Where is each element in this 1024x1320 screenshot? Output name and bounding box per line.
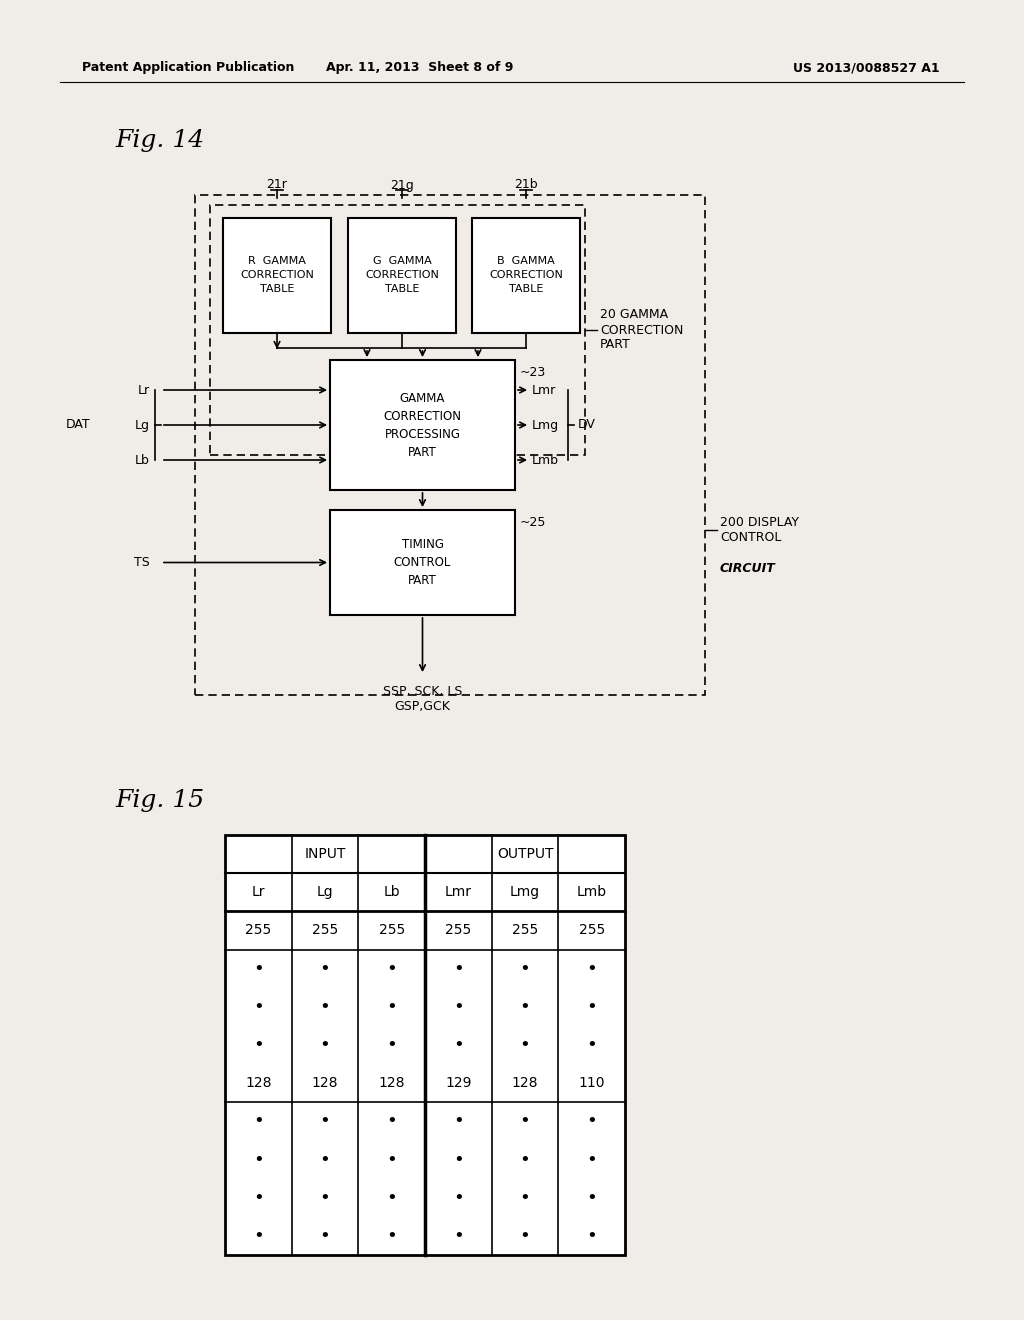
Text: Patent Application Publication: Patent Application Publication bbox=[82, 62, 294, 74]
Text: •: • bbox=[587, 1113, 597, 1130]
Text: •: • bbox=[253, 1151, 264, 1168]
Text: GAMMA
CORRECTION
PROCESSING
PART: GAMMA CORRECTION PROCESSING PART bbox=[384, 392, 462, 458]
Text: 255: 255 bbox=[579, 924, 605, 937]
Text: •: • bbox=[386, 1113, 397, 1130]
Text: Lr: Lr bbox=[138, 384, 150, 396]
Text: Lg: Lg bbox=[316, 886, 334, 899]
Text: •: • bbox=[386, 1151, 397, 1168]
Text: Lb: Lb bbox=[383, 886, 400, 899]
Text: Lr: Lr bbox=[252, 886, 265, 899]
Bar bbox=[472, 218, 580, 333]
Text: •: • bbox=[453, 1151, 464, 1168]
Text: •: • bbox=[587, 960, 597, 978]
Text: •: • bbox=[386, 1189, 397, 1206]
Text: US 2013/0088527 A1: US 2013/0088527 A1 bbox=[794, 62, 940, 74]
Bar bbox=[225, 836, 625, 1255]
Text: Lg: Lg bbox=[135, 418, 150, 432]
Text: Lmr: Lmr bbox=[444, 886, 472, 899]
Text: •: • bbox=[253, 1189, 264, 1206]
Text: •: • bbox=[319, 1113, 331, 1130]
Text: •: • bbox=[519, 1036, 530, 1053]
Text: 200 DISPLAY
CONTROL: 200 DISPLAY CONTROL bbox=[720, 516, 799, 544]
Text: 128: 128 bbox=[311, 1076, 338, 1090]
Text: Lmb: Lmb bbox=[577, 886, 607, 899]
Text: 128: 128 bbox=[512, 1076, 539, 1090]
Text: •: • bbox=[587, 998, 597, 1016]
Text: •: • bbox=[519, 1226, 530, 1245]
Text: •: • bbox=[319, 1226, 331, 1245]
Text: CIRCUIT: CIRCUIT bbox=[720, 561, 776, 574]
Text: 255: 255 bbox=[512, 924, 539, 937]
Text: •: • bbox=[453, 998, 464, 1016]
Text: Lmb: Lmb bbox=[532, 454, 559, 466]
Bar bbox=[348, 218, 456, 333]
Text: Lmr: Lmr bbox=[532, 384, 556, 396]
Text: Fig. 14: Fig. 14 bbox=[115, 128, 204, 152]
Text: •: • bbox=[587, 1036, 597, 1053]
Text: DV: DV bbox=[578, 418, 596, 432]
Text: •: • bbox=[386, 998, 397, 1016]
Bar bbox=[223, 218, 331, 333]
Text: •: • bbox=[319, 1151, 331, 1168]
Text: 20 GAMMA
CORRECTION
PART: 20 GAMMA CORRECTION PART bbox=[600, 309, 683, 351]
Text: 255: 255 bbox=[379, 924, 404, 937]
Text: •: • bbox=[453, 960, 464, 978]
Text: 255: 255 bbox=[245, 924, 271, 937]
Text: •: • bbox=[386, 1226, 397, 1245]
Text: Lmg: Lmg bbox=[510, 886, 540, 899]
Text: OUTPUT: OUTPUT bbox=[497, 847, 553, 861]
Text: 21r: 21r bbox=[266, 178, 288, 191]
Text: •: • bbox=[253, 960, 264, 978]
Text: •: • bbox=[453, 1036, 464, 1053]
Text: •: • bbox=[253, 1036, 264, 1053]
Text: •: • bbox=[519, 1189, 530, 1206]
Text: •: • bbox=[519, 998, 530, 1016]
Bar bbox=[330, 510, 515, 615]
Text: 21b: 21b bbox=[514, 178, 538, 191]
Text: ~23: ~23 bbox=[520, 366, 546, 379]
Text: •: • bbox=[453, 1189, 464, 1206]
Text: •: • bbox=[519, 960, 530, 978]
Text: B  GAMMA
CORRECTION
TABLE: B GAMMA CORRECTION TABLE bbox=[489, 256, 563, 294]
Text: •: • bbox=[319, 960, 331, 978]
Text: 255: 255 bbox=[312, 924, 338, 937]
Text: 128: 128 bbox=[379, 1076, 404, 1090]
Bar bbox=[330, 360, 515, 490]
Text: •: • bbox=[587, 1226, 597, 1245]
Text: TIMING
CONTROL
PART: TIMING CONTROL PART bbox=[394, 539, 452, 587]
Text: •: • bbox=[519, 1113, 530, 1130]
Text: •: • bbox=[587, 1151, 597, 1168]
Text: •: • bbox=[453, 1226, 464, 1245]
Text: R  GAMMA
CORRECTION
TABLE: R GAMMA CORRECTION TABLE bbox=[240, 256, 314, 294]
Text: DAT: DAT bbox=[66, 418, 90, 432]
Text: Lb: Lb bbox=[135, 454, 150, 466]
Text: INPUT: INPUT bbox=[304, 847, 346, 861]
Text: 255: 255 bbox=[445, 924, 471, 937]
Text: •: • bbox=[319, 1189, 331, 1206]
Text: SSP, SCK, LS
GSP,GCK: SSP, SCK, LS GSP,GCK bbox=[383, 685, 462, 713]
Text: ~25: ~25 bbox=[520, 516, 547, 528]
Bar bbox=[210, 205, 585, 455]
Text: Apr. 11, 2013  Sheet 8 of 9: Apr. 11, 2013 Sheet 8 of 9 bbox=[327, 62, 514, 74]
Bar bbox=[195, 195, 705, 696]
Text: •: • bbox=[453, 1113, 464, 1130]
Text: •: • bbox=[386, 960, 397, 978]
Text: •: • bbox=[253, 1113, 264, 1130]
Text: 128: 128 bbox=[245, 1076, 271, 1090]
Text: •: • bbox=[587, 1189, 597, 1206]
Text: •: • bbox=[253, 1226, 264, 1245]
Text: •: • bbox=[253, 998, 264, 1016]
Text: •: • bbox=[386, 1036, 397, 1053]
Text: Lmg: Lmg bbox=[532, 418, 559, 432]
Text: •: • bbox=[519, 1151, 530, 1168]
Text: 110: 110 bbox=[579, 1076, 605, 1090]
Text: Fig. 15: Fig. 15 bbox=[115, 788, 204, 812]
Text: 21g: 21g bbox=[390, 178, 414, 191]
Text: •: • bbox=[319, 998, 331, 1016]
Text: G  GAMMA
CORRECTION
TABLE: G GAMMA CORRECTION TABLE bbox=[366, 256, 439, 294]
Text: •: • bbox=[319, 1036, 331, 1053]
Text: 129: 129 bbox=[445, 1076, 472, 1090]
Text: TS: TS bbox=[134, 556, 150, 569]
